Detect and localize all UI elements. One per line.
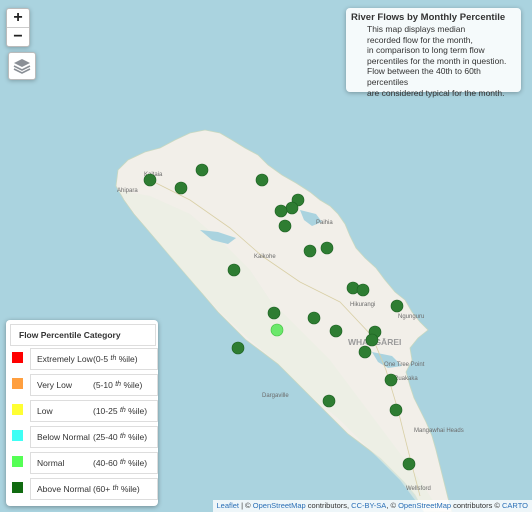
place-label-ruakaka: Ruakaka: [394, 376, 418, 382]
legend-item-name: Above Normal: [37, 484, 91, 494]
info-line: recorded flow for the month,: [367, 34, 473, 45]
attribution-text: | ©: [239, 501, 253, 510]
hokianga-inlet: [200, 230, 236, 244]
station-marker[interactable]: [195, 163, 209, 177]
layers-button[interactable]: [8, 52, 36, 80]
osm-link-2[interactable]: OpenStreetMap: [398, 501, 452, 510]
place-label-paihia: Paihia: [316, 220, 333, 226]
station-marker[interactable]: [267, 306, 281, 320]
station-marker[interactable]: [143, 173, 157, 187]
legend-swatch: [12, 482, 23, 493]
station-marker[interactable]: [365, 333, 379, 347]
legend-item-extremely-low: Extremely Low (0-5 th %ile): [10, 348, 158, 372]
attribution-text: contributors ©: [451, 501, 503, 510]
station-marker[interactable]: [255, 173, 269, 187]
legend-item-name: Extremely Low: [37, 354, 93, 364]
legend-item-normal: Normal (40-60 th %ile): [10, 452, 158, 476]
osm-link[interactable]: OpenStreetMap: [252, 501, 306, 510]
station-marker[interactable]: [358, 345, 372, 359]
station-marker[interactable]: [389, 403, 403, 417]
station-marker[interactable]: [278, 219, 292, 233]
carto-link[interactable]: CARTO: [502, 501, 528, 510]
bay-of-islands: [300, 210, 322, 226]
station-marker-normal[interactable]: [270, 323, 284, 337]
station-marker[interactable]: [307, 311, 321, 325]
place-label-one-tree-point: One Tree Point: [384, 362, 425, 368]
whangarei-harbour: [372, 352, 402, 368]
zoom-in-button[interactable]: +: [13, 9, 23, 26]
legend-item-name: Below Normal: [37, 432, 90, 442]
info-line: percentiles for the month in question.: [367, 55, 507, 66]
legend-item-range: (10-25 th %ile): [93, 406, 148, 416]
station-marker[interactable]: [274, 204, 288, 218]
station-markers[interactable]: [143, 163, 416, 471]
legend-item-name: Very Low: [37, 380, 72, 390]
legend-item-name: Low: [37, 406, 53, 416]
place-label-mangawhai-heads: Mangawhai Heads: [414, 428, 464, 434]
legend-item-range: (60+ th %ile): [93, 484, 140, 494]
legend-label-box: Normal (40-60 th %ile): [30, 452, 158, 474]
attribution-text: contributors,: [305, 501, 352, 510]
legend-item-range: (0-5 th %ile): [93, 354, 138, 364]
zoom-control: + −: [6, 8, 30, 47]
kaipara-harbour: [300, 418, 338, 456]
station-marker[interactable]: [402, 457, 416, 471]
info-line: This map displays median: [367, 24, 466, 34]
info-panel: River Flows by Monthly Percentile This m…: [346, 8, 521, 98]
info-line: Flow between the 40th to 60th percentile…: [367, 66, 481, 87]
station-marker[interactable]: [390, 299, 404, 313]
legend-item-range: (25-40 th %ile): [93, 432, 148, 442]
legend-swatch: [12, 378, 23, 389]
legend-panel: Flow Percentile Category Extremely Low (…: [6, 320, 158, 506]
legend-label-box: Above Normal (60+ th %ile): [30, 478, 158, 500]
station-marker[interactable]: [384, 373, 398, 387]
map-attribution: Leaflet | © OpenStreetMap contributors, …: [212, 500, 532, 512]
station-marker[interactable]: [227, 263, 241, 277]
place-label-kaikohe: Kaikohe: [254, 254, 276, 260]
legend-label-box: Low (10-25 th %ile): [30, 400, 158, 422]
legend-label-box: Very Low (5-10 th %ile): [30, 374, 158, 396]
place-label-ngunguru: Ngunguru: [398, 314, 424, 320]
legend-label-box: Below Normal (25-40 th %ile): [30, 426, 158, 448]
legend-item-low: Low (10-25 th %ile): [10, 400, 158, 424]
legend-title: Flow Percentile Category: [10, 324, 156, 346]
legend-item-above-normal: Above Normal (60+ th %ile): [10, 478, 158, 502]
leaflet-link[interactable]: Leaflet: [216, 501, 240, 510]
station-marker[interactable]: [231, 341, 245, 355]
station-marker[interactable]: [285, 201, 299, 215]
place-label-dargaville: Dargaville: [262, 393, 289, 399]
legend-item-below-normal: Below Normal (25-40 th %ile): [10, 426, 158, 450]
info-title: River Flows by Monthly Percentile: [351, 12, 506, 23]
layers-icon: [13, 59, 31, 74]
info-line: are considered typical for the month.: [367, 87, 505, 98]
legend-item-very-low: Very Low (5-10 th %ile): [10, 374, 158, 398]
legend-swatch: [12, 404, 23, 415]
station-marker[interactable]: [303, 244, 317, 258]
zoom-out-button[interactable]: −: [7, 27, 29, 46]
main-road: [149, 179, 421, 497]
station-marker[interactable]: [320, 241, 334, 255]
legend-item-range: (5-10 th %ile): [93, 380, 143, 390]
legend-item-name: Normal: [37, 458, 65, 468]
legend-swatch: [12, 352, 23, 363]
cc-by-sa-link[interactable]: CC-BY-SA: [351, 501, 387, 510]
legend-swatch: [12, 430, 23, 441]
legend-item-range: (40-60 th %ile): [93, 458, 148, 468]
station-marker[interactable]: [174, 181, 188, 195]
legend-swatch: [12, 456, 23, 467]
station-marker[interactable]: [322, 394, 336, 408]
attribution-text: , ©: [386, 501, 399, 510]
place-label-hikurangi: Hikurangi: [350, 302, 375, 308]
west-coast-land: [118, 190, 440, 512]
place-label-wellsford: Wellsford: [406, 486, 431, 492]
station-marker[interactable]: [329, 324, 343, 338]
station-marker[interactable]: [356, 283, 370, 297]
legend-label-box: Extremely Low (0-5 th %ile): [30, 348, 158, 370]
info-line: in comparison to long term flow: [367, 45, 485, 56]
place-label-ahipara: Ahipara: [117, 188, 138, 194]
